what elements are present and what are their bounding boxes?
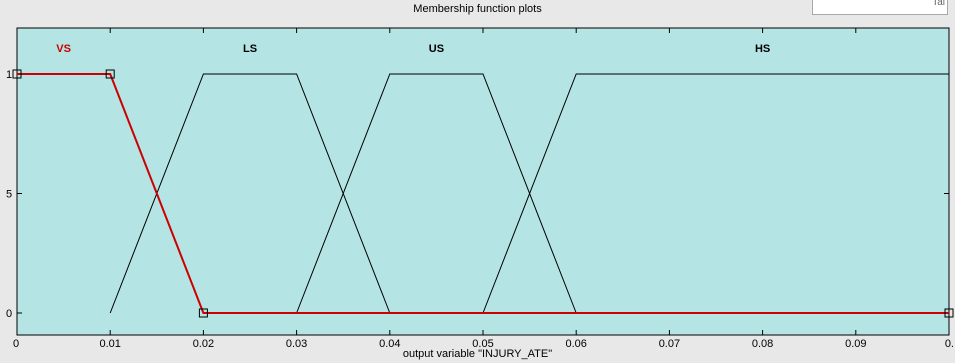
plot-title: Membership function plots bbox=[413, 3, 542, 15]
x-tick-label: 0.04 bbox=[379, 338, 400, 350]
x-tick-label: 0.06 bbox=[565, 338, 586, 350]
axis-ticks bbox=[16, 28, 950, 335]
mf-label-vs: VS bbox=[56, 43, 71, 55]
y-tick-label: 0 bbox=[6, 308, 12, 320]
x-tick-label: 0 bbox=[13, 338, 19, 350]
x-tick-label: 0.03 bbox=[286, 338, 307, 350]
y-tick-label: 1 bbox=[6, 69, 12, 81]
range-input-box[interactable]: Tal bbox=[812, 0, 948, 15]
series-layer bbox=[17, 73, 949, 314]
mf-label-hs: HS bbox=[755, 43, 770, 55]
x-tick-label: 0.09 bbox=[845, 338, 866, 350]
x-axis-label: output variable "INJURY_ATE" bbox=[402, 348, 553, 360]
x-tick-label: 0.01 bbox=[99, 338, 120, 350]
mf-handle[interactable] bbox=[944, 308, 954, 318]
x-tick-labels: 0 0.01 0.02 0.03 0.04 0.05 0.06 0.07 0.08 0.09 0. bbox=[13, 338, 954, 350]
mf-handle[interactable] bbox=[198, 308, 208, 318]
mf-line-hs[interactable] bbox=[482, 73, 949, 314]
x-tick-label: 0.07 bbox=[659, 338, 680, 350]
x-tick-label: 0. bbox=[945, 338, 954, 350]
mf-labels: VS LS US HS bbox=[56, 43, 770, 55]
mf-handle[interactable] bbox=[105, 69, 115, 79]
plot-area[interactable] bbox=[16, 27, 950, 336]
range-input-value: Tal bbox=[932, 0, 945, 8]
mf-handle[interactable] bbox=[12, 69, 22, 79]
y-tick-label: 5 bbox=[6, 189, 12, 201]
mf-label-us: US bbox=[429, 43, 444, 55]
x-tick-label: 0.02 bbox=[193, 338, 214, 350]
mf-line-vs[interactable] bbox=[17, 73, 949, 314]
mf-label-ls: LS bbox=[243, 43, 257, 55]
y-tick-labels: 0 5 1 bbox=[6, 69, 12, 320]
x-tick-label: 0.08 bbox=[752, 338, 773, 350]
x-tick-label: 0.05 bbox=[472, 338, 493, 350]
selected-mf-handles bbox=[12, 69, 954, 318]
